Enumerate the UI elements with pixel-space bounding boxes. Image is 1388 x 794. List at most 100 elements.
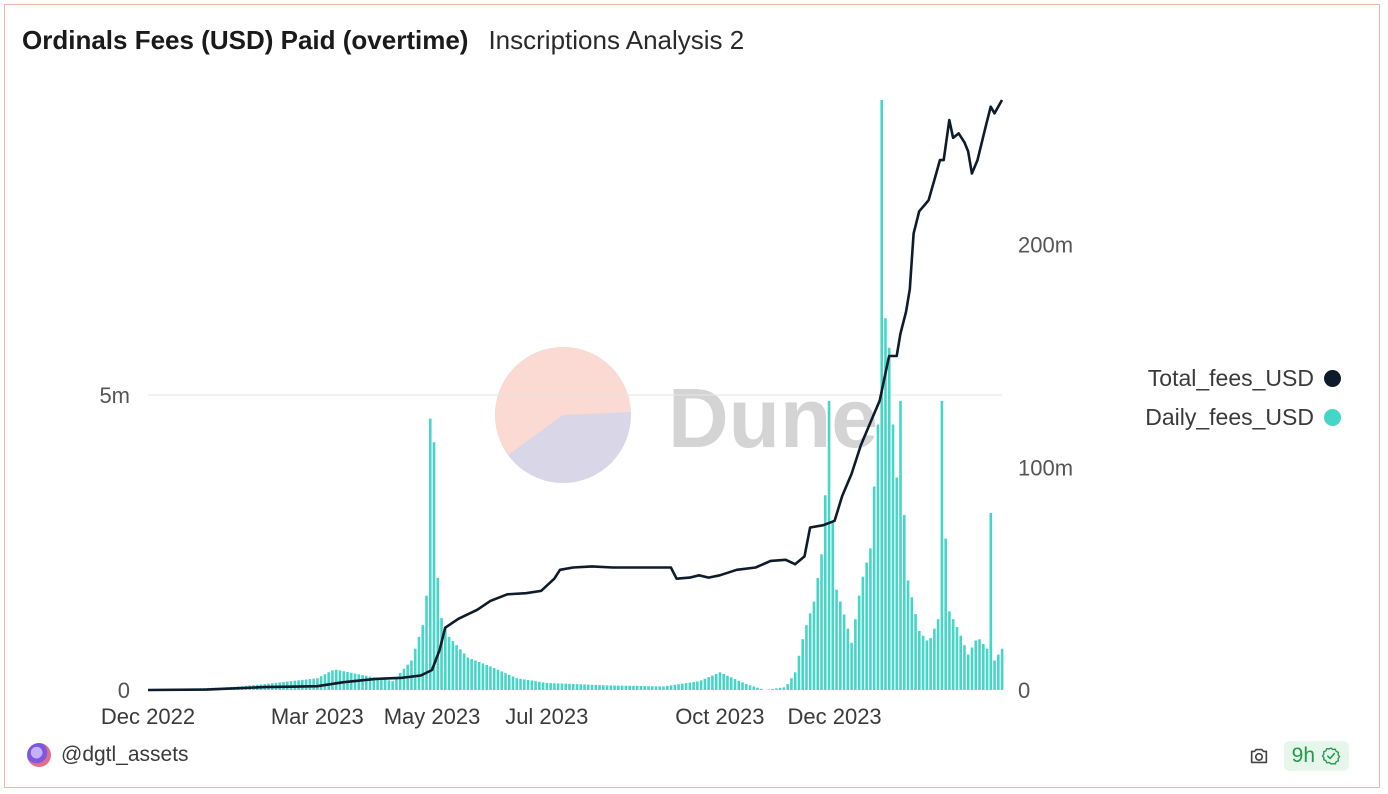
legend-label-total: Total_fees_USD	[1147, 365, 1314, 391]
watermark-text: Dune	[668, 371, 878, 465]
chart-header: Ordinals Fees (USD) Paid (overtime) Insc…	[22, 25, 744, 56]
daily-fee-bar	[556, 683, 560, 690]
legend-item-daily[interactable]: Daily_fees_USD	[1145, 404, 1341, 431]
daily-fee-bar	[477, 661, 481, 690]
daily-fee-bar	[872, 486, 876, 690]
daily-fee-bar	[549, 683, 552, 690]
daily-fee-bar	[444, 627, 447, 690]
daily-fee-bar	[402, 668, 406, 690]
x-tick-label: Dec 2023	[787, 704, 881, 729]
footer-actions: 9h	[1248, 741, 1349, 771]
check-circle-icon	[1321, 747, 1341, 765]
daily-fee-bar	[839, 601, 842, 690]
daily-fee-bar	[507, 674, 511, 690]
daily-fee-bar	[876, 424, 880, 690]
daily-fee-bar	[624, 685, 628, 690]
author-link[interactable]: @dgtl_assets	[27, 743, 189, 767]
daily-fee-bar	[602, 685, 605, 690]
daily-fee-bar	[823, 495, 827, 690]
daily-fee-bar	[466, 657, 470, 690]
daily-fee-bar	[906, 580, 910, 690]
daily-fee-bar	[733, 679, 737, 690]
daily-fee-bar	[342, 671, 346, 690]
daily-fee-bar	[760, 688, 763, 690]
total-fees-line	[147, 99, 1004, 692]
refresh-age: 9h	[1291, 744, 1315, 767]
daily-fee-bar	[756, 687, 759, 690]
daily-fee-bar	[436, 577, 440, 690]
daily-fee-bar	[827, 400, 831, 690]
refresh-badge[interactable]: 9h	[1283, 741, 1349, 771]
daily-fee-bar	[688, 682, 692, 690]
daily-fee-bar	[575, 684, 579, 690]
daily-fee-bar	[857, 595, 861, 690]
daily-fee-bar	[778, 687, 782, 690]
daily-fee-bar	[492, 668, 496, 690]
daily-fee-bar	[729, 677, 733, 690]
daily-fee-bar	[748, 685, 752, 690]
daily-fee-bar	[669, 685, 673, 690]
daily-fee-bar	[790, 678, 793, 690]
daily-fee-bar	[692, 681, 695, 690]
daily-fee-bar	[714, 673, 718, 690]
daily-fee-bar	[1000, 648, 1004, 690]
daily-fee-bar	[887, 347, 891, 690]
daily-fee-bar	[372, 677, 376, 690]
daily-fee-bar	[744, 684, 748, 690]
daily-fee-bar	[933, 628, 936, 690]
daily-fee-bar	[775, 688, 778, 690]
daily-fee-bar	[553, 683, 556, 690]
daily-fee-bar	[835, 589, 838, 690]
daily-fee-bar	[970, 647, 974, 690]
daily-fee-bar	[620, 685, 624, 690]
chart-title: Ordinals Fees (USD) Paid (overtime)	[22, 25, 469, 55]
daily-fee-bar	[869, 548, 872, 690]
daily-fee-bar	[451, 641, 455, 690]
daily-fee-bar	[594, 684, 598, 690]
daily-fee-bar	[455, 645, 458, 690]
daily-fee-bar	[918, 631, 921, 690]
daily-fee-bar	[658, 686, 662, 690]
daily-fee-bar	[376, 678, 379, 690]
daily-fee-bar	[681, 683, 684, 690]
daily-fee-bar	[568, 683, 571, 690]
daily-fee-bar	[639, 686, 643, 690]
daily-fee-bar	[793, 672, 797, 690]
daily-fee-bar	[673, 684, 677, 690]
daily-fee-bar	[899, 400, 902, 690]
daily-fee-bar	[925, 640, 929, 690]
legend-item-total[interactable]: Total_fees_USD	[1148, 365, 1341, 392]
daily-fee-bar	[586, 684, 590, 690]
daily-fee-bar	[301, 679, 304, 690]
daily-fee-bar	[978, 639, 981, 690]
daily-fee-bar	[564, 683, 567, 690]
daily-fee-bar	[500, 671, 504, 690]
y-right-tick-label: 200m	[1018, 233, 1073, 258]
daily-fee-bar	[974, 640, 978, 690]
daily-fee-bar	[590, 684, 594, 690]
daily-fee-bar	[308, 679, 312, 690]
camera-icon[interactable]	[1248, 745, 1270, 767]
daily-fee-bar	[884, 318, 887, 690]
daily-fee-bar	[951, 619, 955, 690]
daily-fee-bar	[598, 685, 601, 690]
daily-fee-bar	[812, 601, 816, 690]
daily-fee-bar	[425, 595, 428, 690]
daily-fee-bar	[842, 614, 846, 690]
daily-fee-bar	[963, 645, 966, 690]
daily-fee-bar	[357, 674, 361, 690]
daily-fee-bar	[617, 685, 620, 690]
daily-fee-bar	[489, 666, 492, 690]
daily-fee-bar	[936, 619, 940, 690]
legend-dot-daily	[1324, 409, 1341, 426]
daily-fee-bar	[786, 684, 789, 690]
daily-fee-bar	[485, 664, 488, 690]
daily-fee-bar	[782, 687, 786, 690]
daily-fee-bar	[530, 680, 534, 690]
x-tick-label: Mar 2023	[271, 704, 364, 729]
daily-fee-bar	[797, 655, 801, 690]
daily-fee-bar	[368, 676, 372, 690]
daily-fee-bar	[583, 684, 586, 690]
daily-fee-bar	[959, 635, 963, 690]
